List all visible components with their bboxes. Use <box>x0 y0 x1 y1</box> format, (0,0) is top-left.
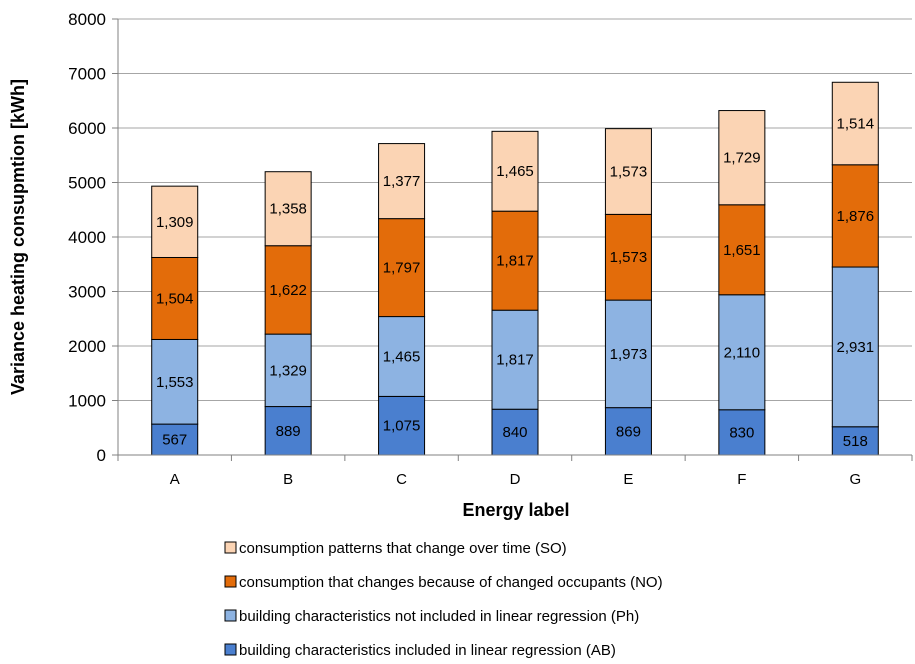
x-tick-label: C <box>396 471 407 488</box>
data-label: 1,358 <box>269 201 307 218</box>
bar-segment <box>378 218 426 318</box>
data-label: 1,377 <box>383 173 421 190</box>
bar-segment <box>604 213 652 301</box>
bar-segment <box>831 426 879 456</box>
legend-swatch <box>224 575 237 588</box>
axes: 0 1000 2000 3000 4000 5000 6000 7000 8000 A B C D E F G <box>68 10 913 488</box>
bar-segment <box>831 266 879 428</box>
data-label: 1,573 <box>610 249 648 266</box>
data-label: 1,465 <box>383 348 421 365</box>
bar-segment <box>718 204 766 296</box>
y-tick-label: 7000 <box>68 65 106 84</box>
data-label: 1,973 <box>610 346 648 363</box>
bars <box>151 81 879 456</box>
data-label: 1,329 <box>269 362 307 379</box>
bar-segment <box>151 256 199 340</box>
data-labels: 567 1,553 1,504 1,309 889 1,329 1,622 1,358 1,07… <box>156 116 874 450</box>
bar-segment <box>718 110 766 206</box>
data-label: 1,876 <box>837 208 875 225</box>
y-tick-label: 2000 <box>68 337 106 356</box>
y-tick-label: 0 <box>97 446 106 465</box>
x-tick-label: D <box>510 471 521 488</box>
data-label: 567 <box>162 432 187 449</box>
legend-swatch <box>224 541 237 554</box>
data-label: 869 <box>616 423 641 440</box>
x-tick-label: G <box>849 471 861 488</box>
bar-segment <box>491 130 539 212</box>
data-label: 1,622 <box>269 282 307 299</box>
data-label: 1,075 <box>383 418 421 435</box>
bar-segment <box>151 338 199 425</box>
legend-label: building characteristics not included in… <box>239 608 639 625</box>
bar-segment <box>831 81 879 166</box>
legend: consumption patterns that change over ti… <box>224 540 663 659</box>
data-label: 2,110 <box>724 344 760 361</box>
bar-segment <box>264 171 312 247</box>
bar-segment <box>718 409 766 456</box>
data-label: 1,504 <box>156 290 194 307</box>
bar-segment <box>151 185 199 258</box>
x-tick-label: F <box>737 471 746 488</box>
x-tick-label: E <box>623 471 633 488</box>
data-label: 1,465 <box>496 163 534 180</box>
data-label: 830 <box>729 424 754 441</box>
bar-segment <box>604 128 652 215</box>
bar-segment <box>151 423 199 456</box>
data-label: 889 <box>276 423 301 440</box>
legend-label: consumption patterns that change over ti… <box>239 540 567 557</box>
y-axis-title: Variance heating consupmtion [kWh] <box>8 79 28 395</box>
data-label: 1,651 <box>723 242 761 259</box>
y-tick-label: 8000 <box>68 10 106 29</box>
data-label: 1,817 <box>496 352 534 369</box>
data-label: 1,797 <box>383 260 421 277</box>
y-tick-label: 6000 <box>68 119 106 138</box>
legend-swatch <box>224 643 237 656</box>
bar-segment <box>604 299 652 409</box>
data-label: 1,729 <box>723 150 761 167</box>
x-tick-label: B <box>283 471 293 488</box>
data-label: 1,553 <box>156 374 194 391</box>
data-label: 840 <box>502 424 527 441</box>
data-label: 518 <box>843 433 868 450</box>
x-tick-label: A <box>170 471 180 488</box>
bar-segment <box>264 406 312 456</box>
bar-segment <box>604 407 652 456</box>
x-axis-title: Energy label <box>462 500 569 520</box>
y-tick-label: 4000 <box>68 228 106 247</box>
data-label: 2,931 <box>837 339 875 356</box>
legend-label: building characteristics included in lin… <box>239 642 616 659</box>
y-tick-label: 1000 <box>68 392 106 411</box>
data-label: 1,573 <box>610 164 648 181</box>
bar-segment <box>831 164 879 268</box>
y-tick-label: 5000 <box>68 174 106 193</box>
data-label: 1,514 <box>837 116 875 133</box>
y-tick-label: 3000 <box>68 283 106 302</box>
data-label: 1,309 <box>156 214 194 231</box>
data-label: 1,817 <box>496 253 534 270</box>
legend-label: consumption that changes because of chan… <box>239 574 663 591</box>
bar-segment <box>378 316 426 397</box>
bar-segment <box>378 143 426 220</box>
legend-swatch <box>224 609 237 622</box>
